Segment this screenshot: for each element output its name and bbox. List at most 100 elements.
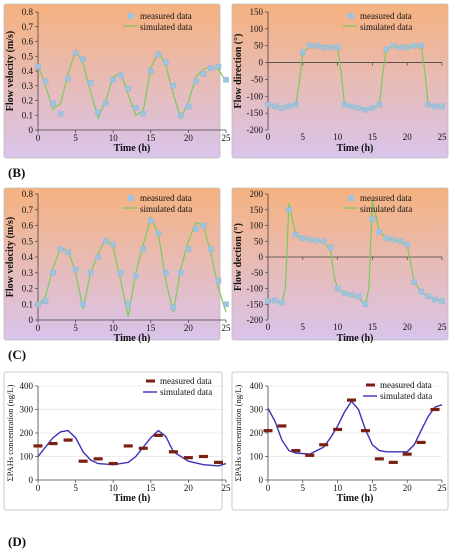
x-tick-label: 25 xyxy=(438,322,448,332)
legend-measured-swatch xyxy=(128,13,134,19)
measured-point xyxy=(215,63,222,70)
measured-point xyxy=(300,235,306,241)
measured-point xyxy=(138,446,148,450)
x-tick-label: 15 xyxy=(368,483,378,493)
legend-measured-swatch xyxy=(128,195,134,201)
x-tick-label: 20 xyxy=(403,322,413,332)
y-tick-label: 0 xyxy=(29,315,34,325)
measured-point xyxy=(374,457,384,461)
y-tick-label: 0.8 xyxy=(22,7,34,17)
measured-point xyxy=(263,429,273,433)
y-axis-title: Flow velocity (m/s) xyxy=(5,31,16,112)
y-tick-label: -100 xyxy=(247,91,264,101)
measured-point xyxy=(208,65,214,71)
measured-point xyxy=(347,398,357,402)
measured-point xyxy=(390,236,397,243)
y-tick-label: 0.2 xyxy=(22,284,33,294)
measured-point xyxy=(300,49,306,56)
measured-point xyxy=(110,241,116,248)
y-tick-label: 0 xyxy=(259,252,264,262)
measured-point xyxy=(272,103,278,110)
y-tick-label: 0.7 xyxy=(22,205,34,215)
x-tick-label: 25 xyxy=(222,133,232,143)
y-tick-label: 0.8 xyxy=(22,189,34,199)
measured-point xyxy=(185,246,192,252)
legend-measured-swatch xyxy=(146,379,155,383)
x-tick-label: 10 xyxy=(109,133,119,143)
measured-point xyxy=(108,461,118,466)
panel-label-d: (D) xyxy=(8,534,27,549)
y-tick-label: 50 xyxy=(254,236,264,246)
measured-point xyxy=(376,228,383,235)
measured-point xyxy=(78,459,88,463)
measured-point xyxy=(193,78,199,85)
measured-point xyxy=(35,301,41,308)
y-tick-label: 0 xyxy=(259,58,264,68)
measured-point xyxy=(313,237,320,244)
measured-point xyxy=(333,427,343,432)
y-tick-label: 0 xyxy=(29,125,34,135)
measured-point xyxy=(390,42,397,49)
measured-point xyxy=(397,238,404,245)
legend-simulated-label: simulated data xyxy=(140,204,192,214)
x-tick-label: 5 xyxy=(301,132,306,142)
y-tick-label: -100 xyxy=(247,284,264,294)
y-tick-label: -50 xyxy=(251,74,263,84)
measured-point xyxy=(102,238,109,245)
measured-point xyxy=(341,290,348,297)
measured-point xyxy=(185,103,192,110)
y-tick-label: 0.1 xyxy=(22,299,33,309)
measured-point xyxy=(305,453,315,457)
y-tick-label: 0.3 xyxy=(22,268,34,278)
x-tick-label: 25 xyxy=(438,483,448,493)
legend-simulated-label: simulated data xyxy=(380,391,432,401)
measured-point xyxy=(383,235,390,241)
x-tick-label: 15 xyxy=(146,133,156,143)
legend-measured-label: measured data xyxy=(360,11,412,21)
y-axis-title: Flow direction (°) xyxy=(233,34,244,109)
measured-point xyxy=(72,266,79,273)
y-tick-label: -150 xyxy=(247,108,264,118)
measured-point xyxy=(72,50,79,57)
measured-point xyxy=(432,296,438,303)
measured-point xyxy=(279,299,285,306)
legend-measured-label: measured data xyxy=(140,193,192,203)
measured-point xyxy=(117,72,124,79)
measured-point xyxy=(57,110,64,117)
measured-point xyxy=(213,460,223,464)
measured-point xyxy=(93,457,103,461)
measured-point xyxy=(320,238,327,245)
x-tick-label: 20 xyxy=(184,133,194,143)
y-tick-label: 0.2 xyxy=(22,96,33,106)
x-tick-label: 0 xyxy=(266,132,271,142)
x-tick-label: 20 xyxy=(403,483,413,493)
y-tick-label: 300 xyxy=(250,405,264,415)
measured-point xyxy=(265,298,271,304)
measured-point xyxy=(362,301,369,308)
measured-point xyxy=(355,105,362,111)
x-tick-label: 0 xyxy=(36,323,41,333)
y-tick-label: -50 xyxy=(251,268,263,278)
measured-point xyxy=(319,443,329,447)
x-tick-label: 5 xyxy=(73,323,78,333)
measured-point xyxy=(208,246,214,252)
measured-point xyxy=(369,216,376,223)
legend-measured-swatch xyxy=(348,13,354,19)
y-tick-label: 0.4 xyxy=(22,66,34,76)
measured-point xyxy=(306,42,313,49)
y-tick-label: 100 xyxy=(250,452,264,462)
y-tick-label: -150 xyxy=(247,299,264,309)
panel-label-b: (B) xyxy=(8,165,26,180)
measured-point xyxy=(404,44,411,51)
chart-1: 0 0.1 0.2 0.3 0.4 0.5 0.6 0.7 0.8 0 5 10 15 20 25 Time … xyxy=(3,3,232,159)
y-tick-label: 0 xyxy=(259,475,264,485)
chart-6: 0 100 200 300 400 0 5 10 15 20 25 Time (h) ΣPAHs con… xyxy=(231,371,449,511)
y-tick-label: 0.5 xyxy=(22,51,34,61)
measured-point xyxy=(341,101,348,108)
measured-point xyxy=(425,293,431,300)
y-tick-label: 400 xyxy=(20,381,34,391)
legend-simulated-label: simulated data xyxy=(360,204,412,214)
measured-point xyxy=(123,444,133,448)
y-tick-label: -200 xyxy=(247,125,264,135)
measured-point xyxy=(418,42,424,49)
